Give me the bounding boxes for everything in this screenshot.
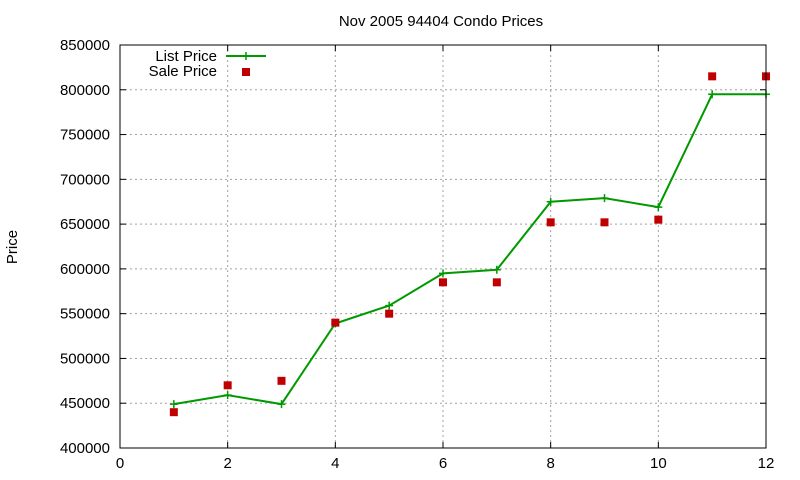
data-series [169,72,770,417]
list-price-point [385,301,394,310]
y-tick-label: 400000 [60,440,110,457]
list-price-point [546,197,555,206]
sale-price-point [546,218,555,227]
y-tick-label: 550000 [60,306,110,323]
sale-price-point [169,408,178,417]
sale-price-point [600,218,609,227]
list-price-point [600,194,609,203]
plot-frame [119,44,767,449]
x-tick-label: 2 [223,455,231,472]
x-tick-label: 10 [650,455,667,472]
legend: List Price Sale Price [149,48,266,80]
chart-title: Nov 2005 94404 Condo Prices [339,13,543,30]
y-axis-label: Price [4,230,21,264]
list-price-point [223,391,232,400]
list-price-point [169,400,178,409]
y-tick-label: 850000 [60,37,110,54]
sale-price-point [331,318,340,327]
legend-marker-list-price [242,52,250,60]
list-price-point [654,203,663,212]
legend-marker-sale-price [242,68,250,76]
sale-price-point [654,215,663,224]
list-price-point [708,90,717,99]
legend-label-list-price: List Price [155,48,217,65]
y-tick-label: 700000 [60,171,110,188]
sale-price-point [277,376,286,385]
x-tick-label: 12 [758,455,775,472]
y-tick-label: 800000 [60,82,110,99]
legend-label-sale-price: Sale Price [149,63,217,80]
x-tick-label: 0 [116,455,124,472]
list-price-line [173,93,766,406]
y-tick-label: 650000 [60,216,110,233]
list-price-point [439,269,447,278]
sale-price-point [492,278,501,287]
list-price-point [277,400,286,409]
y-tick-label: 450000 [60,395,110,412]
x-tick-label: 4 [331,455,339,472]
sale-price-point [385,309,394,318]
y-tick-label: 750000 [60,127,110,144]
grid-lines [120,45,766,448]
sale-price-point [223,381,232,390]
y-tick-label: 600000 [60,261,110,278]
y-tick-label: 500000 [60,350,110,367]
x-tick-label: 6 [439,455,447,472]
sale-price-point [708,72,717,81]
x-tick-label: 8 [546,455,554,472]
tick-labels: 0 2 4 6 8 10 12 400000 450000 500000 550000 600000 6… [60,37,774,472]
sale-price-point [439,278,447,287]
list-price-point [492,265,501,274]
